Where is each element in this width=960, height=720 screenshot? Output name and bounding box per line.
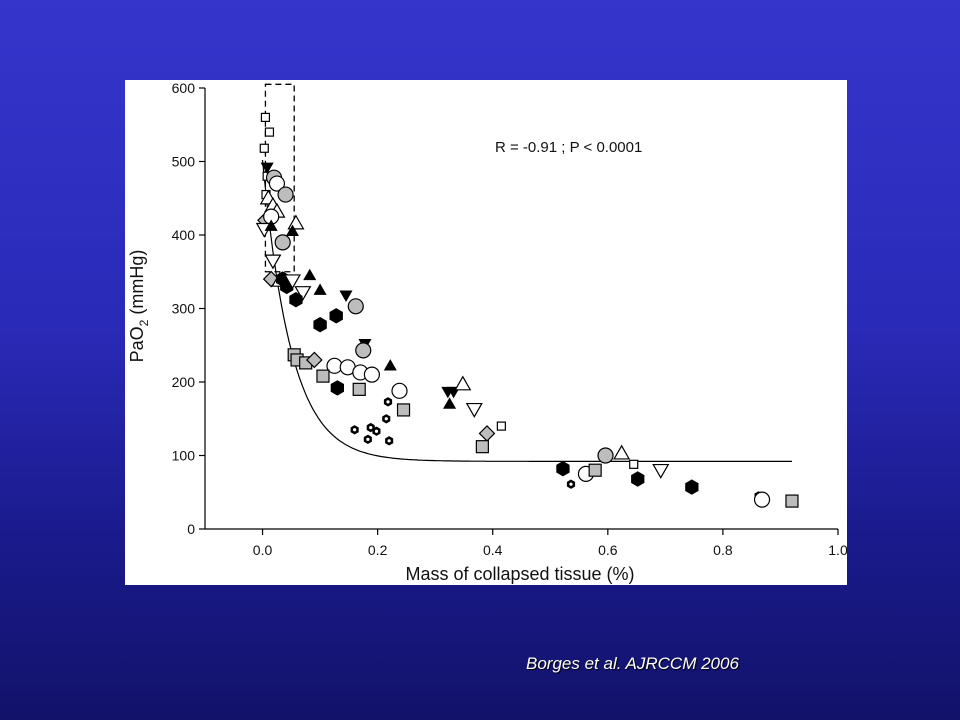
y-tick-label: 600: [172, 80, 196, 96]
data-point: [285, 224, 300, 237]
data-point: [556, 461, 570, 477]
data-point: [355, 342, 372, 359]
data-point: [443, 397, 457, 409]
axes: 0 100 200 300 400 500 600 0.0 0.2 0.4 0.6 0.8 1.0: [172, 80, 847, 558]
data-point: [629, 459, 639, 469]
data-point: [363, 366, 380, 383]
data-point: [631, 471, 645, 487]
y-axis-title-unit: (mmHg): [127, 250, 147, 320]
x-tick-label: 0.0: [253, 542, 273, 558]
data-point-dot: [386, 400, 390, 404]
data-point: [289, 292, 303, 308]
data-point: [329, 308, 343, 324]
y-tick-label: 500: [172, 154, 196, 170]
data-point: [259, 143, 269, 153]
data-point: [753, 491, 771, 508]
data-point: [475, 440, 489, 454]
y-axis-title-subscript: 2: [137, 319, 151, 326]
data-point: [396, 403, 411, 417]
y-tick-label: 200: [172, 374, 196, 390]
data-point-dot: [353, 428, 357, 432]
data-point: [313, 317, 327, 333]
data-point-dot: [374, 429, 379, 433]
data-point: [287, 214, 305, 230]
x-tick-label: 0.6: [598, 542, 618, 558]
data-point: [277, 186, 294, 203]
data-point: [268, 175, 286, 192]
citation: Borges et al. AJRCCM 2006: [526, 654, 739, 673]
data-point: [652, 463, 670, 479]
fit-curve-layer: [261, 159, 792, 462]
reference-box: [264, 83, 295, 273]
data-point: [465, 402, 483, 418]
data-point: [588, 463, 602, 477]
data-point: [454, 375, 472, 391]
data-point: [785, 494, 799, 508]
data-point: [260, 112, 271, 123]
data-point: [264, 127, 275, 137]
x-tick-label: 1.0: [828, 542, 847, 558]
data-point: [352, 382, 366, 396]
data-point: [347, 298, 364, 315]
data-point: [305, 351, 323, 369]
data-point: [339, 290, 353, 302]
data-point: [313, 283, 327, 295]
scatter-plot: 0 100 200 300 400 500 600 0.0 0.2 0.4 0.6 0.8 1.0 R …: [127, 80, 847, 584]
data-point: [383, 359, 397, 371]
x-axis-title: Mass of collapsed tissue (%): [405, 564, 634, 584]
data-points: [255, 112, 799, 508]
y-tick-label: 0: [187, 521, 195, 537]
data-point-dot: [366, 437, 370, 441]
data-point: [303, 268, 317, 281]
data-point: [391, 382, 408, 399]
data-point: [274, 234, 291, 251]
correlation-annotation: R = -0.91 ; P < 0.0001: [495, 139, 642, 156]
x-tick-label: 0.4: [483, 542, 503, 558]
data-point: [478, 425, 496, 442]
data-point: [316, 369, 330, 383]
plot-area: [264, 83, 295, 273]
data-point: [260, 162, 274, 175]
y-axis-title: PaO2 (mmHg): [127, 250, 151, 363]
data-point: [597, 447, 614, 464]
y-tick-label: 400: [172, 227, 196, 243]
x-tick-label: 0.8: [713, 542, 733, 558]
data-point: [685, 479, 699, 495]
data-point: [264, 254, 282, 270]
data-point: [330, 380, 344, 396]
data-point-dot: [369, 425, 373, 430]
data-point: [496, 421, 506, 431]
y-tick-label: 300: [172, 301, 196, 317]
data-point: [294, 286, 312, 302]
fit-curve: [261, 159, 792, 462]
data-point-dot: [569, 482, 573, 486]
data-point-dot: [387, 439, 391, 443]
data-point-dot: [384, 417, 388, 421]
data-point: [264, 219, 278, 231]
data-point: [613, 444, 631, 460]
chart-panel: 0 100 200 300 400 500 600 0.0 0.2 0.4 0.6 0.8 1.0 R …: [125, 80, 847, 585]
x-tick-label: 0.2: [368, 542, 388, 558]
data-point: [283, 274, 302, 290]
y-tick-label: 100: [172, 448, 196, 464]
y-axis-title-main: PaO: [127, 326, 147, 362]
